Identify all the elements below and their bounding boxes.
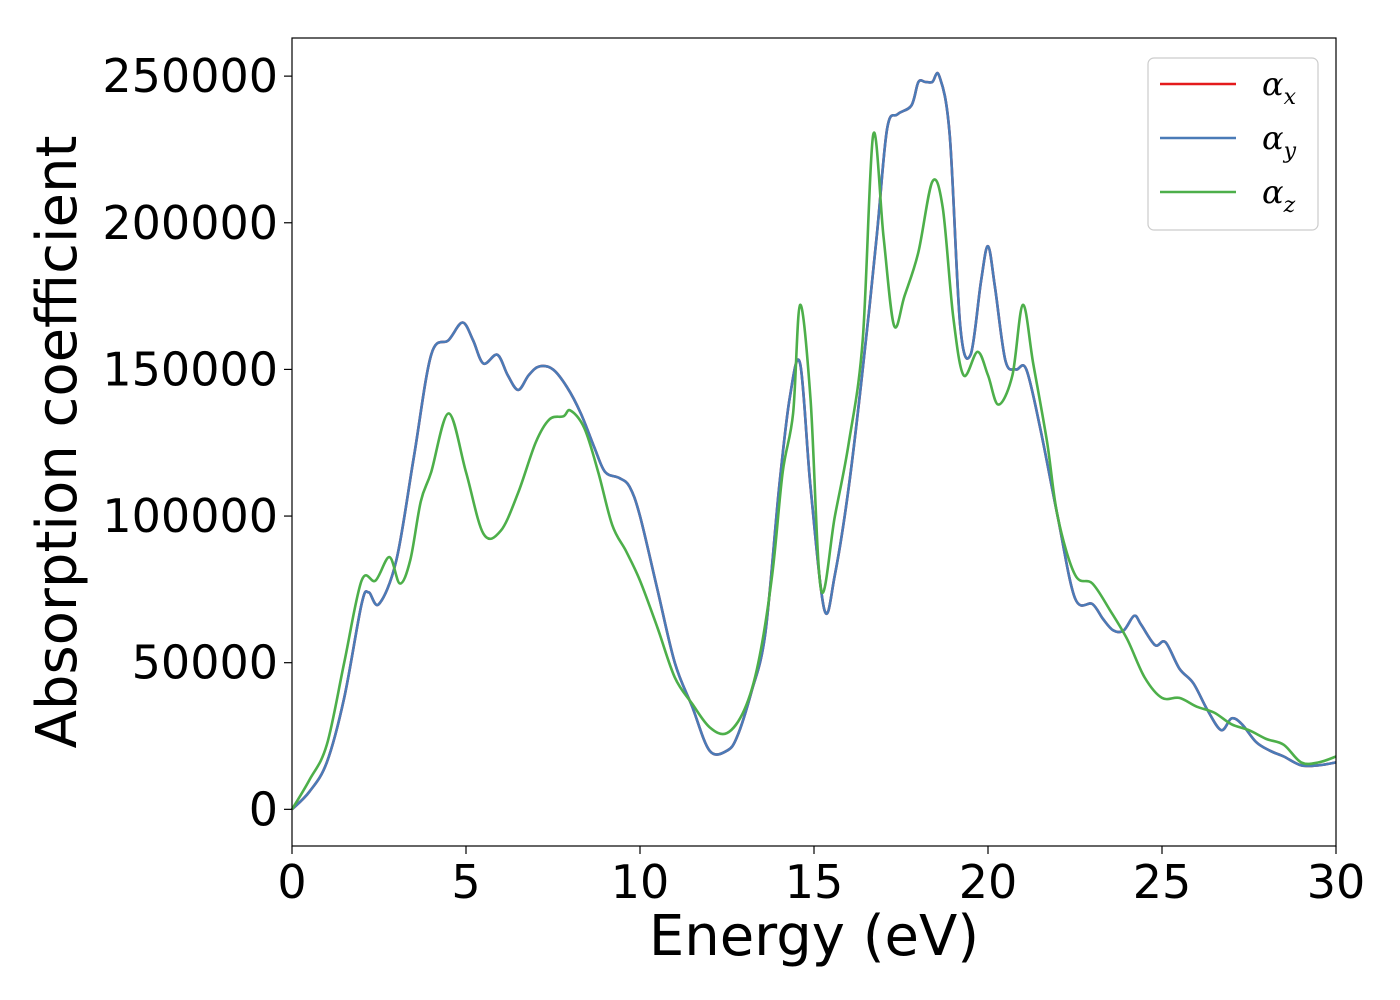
x-tick-label: 15 — [785, 855, 844, 909]
y-tick-label: 200000 — [102, 196, 278, 250]
y-axis-title: Absorption coefficient — [25, 136, 90, 749]
x-axis-title: Energy (eV) — [649, 904, 979, 969]
series-line-z — [290, 131, 1337, 810]
y-axis-ticks: 0 50000 100000 150000 200000 250000 — [102, 49, 292, 836]
series-layer — [290, 71, 1337, 811]
x-tick-label: 20 — [959, 855, 1018, 909]
legend: αx αy αz — [1147, 57, 1319, 231]
legend-box — [1147, 57, 1319, 231]
x-tick-label: 25 — [1133, 855, 1192, 909]
y-tick-label: 50000 — [132, 636, 278, 690]
y-tick-label: 150000 — [102, 342, 278, 396]
x-tick-label: 0 — [277, 855, 306, 909]
x-tick-label: 10 — [611, 855, 670, 909]
y-tick-label: 250000 — [102, 49, 278, 103]
x-tick-label: 30 — [1307, 855, 1366, 909]
x-tick-label: 5 — [451, 855, 480, 909]
legend-label-y: αy — [1262, 119, 1297, 164]
legend-label-x: αx — [1262, 65, 1297, 110]
y-tick-label: 100000 — [102, 489, 278, 543]
series-line-y — [291, 71, 1337, 811]
y-tick-label: 0 — [249, 782, 278, 836]
x-axis-ticks: 0 5 10 15 20 25 30 — [277, 846, 1365, 909]
legend-label-z: αz — [1262, 173, 1296, 218]
